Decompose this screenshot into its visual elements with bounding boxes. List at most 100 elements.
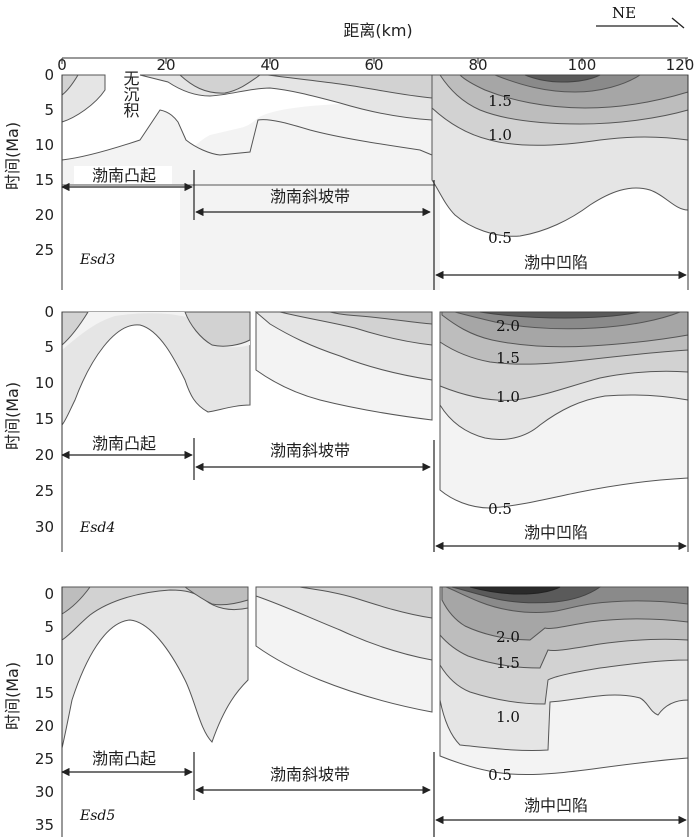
zone-bonan-slope: 渤南斜坡带 [195, 752, 435, 837]
contour-label: 0.5 [488, 229, 512, 247]
no-deposition-char: 无沉积 [121, 70, 140, 118]
zone-label: 渤南凸起 [92, 749, 156, 768]
contour-region [329, 311, 433, 325]
contour-region [61, 586, 249, 749]
contour-region [183, 586, 249, 606]
contour-region [479, 311, 641, 319]
zone-label: 渤南斜坡带 [270, 187, 350, 206]
y-tick-label: 0 [44, 66, 54, 84]
y-tick-label: 15 [35, 684, 54, 702]
zone-bonan-slope: 渤南斜坡带 [195, 180, 435, 290]
y-tick-label: 0 [44, 303, 54, 321]
zone-label: 渤中凹陷 [524, 523, 588, 542]
zone-bozhong-depression: 渤中凹陷 [435, 252, 687, 280]
zone-label-bg [74, 166, 172, 184]
panel-esd4: 0 5 10 15 20 25 30 时间(Ma) 2.0 1.5 1.0 0.… [3, 303, 689, 552]
contour-label: 0.5 [488, 500, 512, 518]
zone-bonan-uplift: 渤南凸起 [61, 434, 195, 480]
zone-label-bg [500, 795, 610, 815]
x-tick-label: 60 [364, 56, 383, 74]
zone-bozhong-depression: 渤中凹陷 [435, 522, 687, 551]
y-tick-label: 25 [35, 241, 54, 259]
y-tick-label: 10 [35, 136, 54, 154]
zone-bonan-slope: 渤南斜坡带 [195, 440, 435, 552]
unit-label: Esd5 [79, 808, 115, 824]
y-tick-label: 25 [35, 482, 54, 500]
x-tick-label: 120 [666, 56, 695, 74]
x-tick-100: 100 [568, 56, 597, 74]
zone-label-bg [74, 748, 172, 768]
x-tick-label: 20 [156, 56, 175, 74]
y-tick-label: 30 [35, 518, 54, 536]
zone-label-bg [500, 522, 610, 542]
y-tick-label: 35 [35, 816, 54, 834]
y-tick-label: 5 [44, 338, 54, 356]
zone-label: 渤南斜坡带 [270, 441, 350, 460]
x-tick-60: 60 [364, 56, 383, 74]
zone-label: 渤南凸起 [92, 166, 156, 185]
x-tick-label: 40 [260, 56, 279, 74]
x-tick-label: 100 [568, 56, 597, 74]
contour-label: 1.5 [496, 654, 520, 672]
contour-region [61, 74, 106, 123]
x-axis: 0 20 40 60 80 100 120 [57, 56, 694, 74]
zone-bonan-uplift: 渤南凸起 [61, 748, 195, 800]
x-tick-label: 80 [468, 56, 487, 74]
zone-bozhong-depression: 渤中凹陷 [435, 795, 687, 825]
zone-label: 渤中凹陷 [524, 253, 588, 272]
contour-label: 1.5 [496, 349, 520, 367]
y-axis-title: 时间(Ma) [3, 382, 22, 450]
contour-region [469, 586, 561, 595]
zone-label: 渤中凹陷 [524, 796, 588, 815]
unit-label: Esd3 [79, 252, 115, 268]
zone-label: 渤南凸起 [92, 434, 156, 453]
distance-axis-title: 距离(km) [343, 21, 412, 40]
contour-region [279, 311, 433, 346]
contour-label: 2.0 [496, 317, 520, 335]
zone-label: 渤南斜坡带 [270, 765, 350, 784]
y-tick-label: 10 [35, 374, 54, 392]
contour-region [267, 74, 433, 99]
y-tick-label: 20 [35, 717, 54, 735]
contour-region [494, 74, 642, 93]
contour-label: 1.0 [488, 126, 512, 144]
panel-esd5: 0 5 10 15 20 25 30 35 时间(Ma) 2.0 1.5 1.0… [3, 585, 689, 837]
y-axis-title: 时间(Ma) [3, 122, 22, 190]
x-tick-80: 80 [468, 56, 487, 74]
panel-esd3: 0 5 10 15 20 25 时间(Ma) 无沉积 1.5 1.0 0.5 E… [3, 66, 689, 290]
y-axis-panel-2: 0 5 10 15 20 25 30 [35, 303, 54, 536]
contour-label: 0.5 [488, 766, 512, 784]
y-tick-label: 20 [35, 446, 54, 464]
y-tick-label: 15 [35, 171, 54, 189]
x-tick-label: 0 [57, 56, 67, 74]
contour-label: 1.0 [496, 708, 520, 726]
direction-arrow-icon [671, 17, 685, 29]
contour-label: 1.0 [496, 388, 520, 406]
ne-direction-indicator: NE [596, 4, 685, 29]
y-tick-label: 0 [44, 585, 54, 603]
no-deposition-label: 无沉积 [121, 70, 140, 118]
zone-label-bg [500, 252, 610, 272]
y-tick-label: 5 [44, 101, 54, 119]
contour-region [61, 586, 249, 641]
contour-region [184, 311, 251, 347]
contour-label: 2.0 [496, 628, 520, 646]
y-tick-label: 5 [44, 618, 54, 636]
contour-region [61, 311, 251, 427]
x-tick-120: 120 [666, 56, 695, 74]
zone-label-bg [74, 434, 172, 452]
y-tick-label: 25 [35, 750, 54, 768]
contour-region [178, 74, 262, 94]
x-tick-40: 40 [260, 56, 279, 74]
unit-label: Esd4 [79, 520, 115, 536]
y-axis-panel-3: 0 5 10 15 20 25 30 35 [35, 585, 54, 834]
y-tick-label: 15 [35, 410, 54, 428]
y-axis-title: 时间(Ma) [3, 662, 22, 730]
y-tick-label: 30 [35, 783, 54, 801]
direction-label: NE [612, 4, 636, 22]
y-tick-label: 10 [35, 651, 54, 669]
contour-region [299, 586, 433, 619]
zone-bonan-uplift: 渤南凸起 [61, 166, 195, 220]
y-tick-label: 20 [35, 206, 54, 224]
